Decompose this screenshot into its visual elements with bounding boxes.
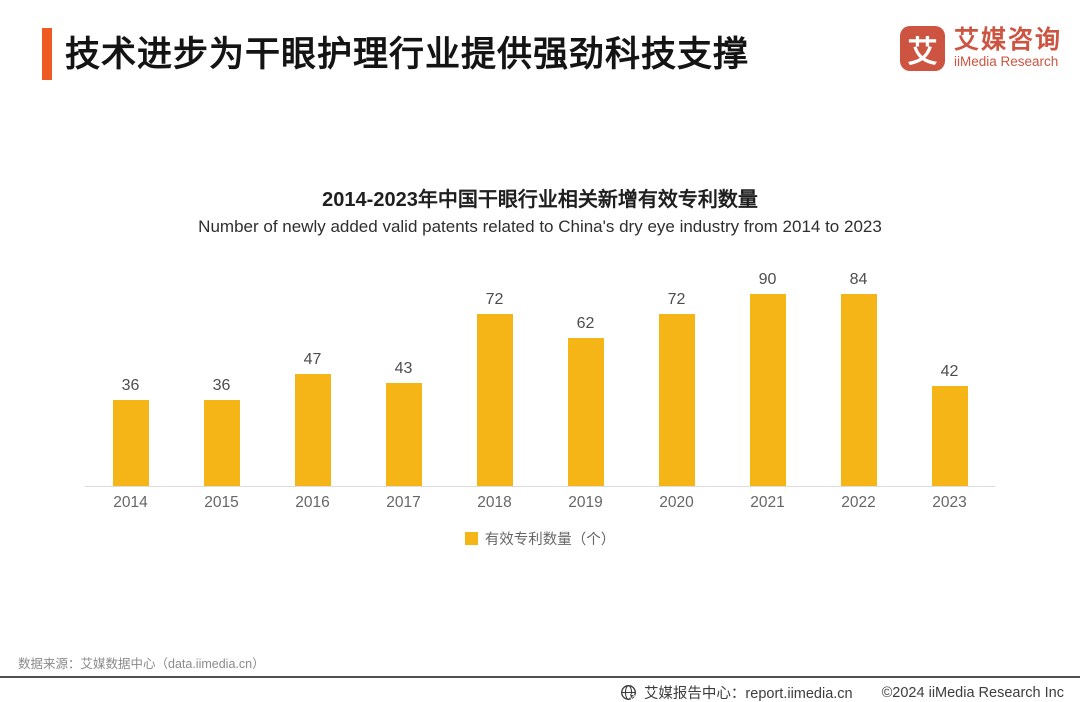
plot-area: 36 36 47 43 72 62 72 90 84 42 [85, 271, 995, 487]
bar [567, 337, 604, 486]
bar-group: 36 [85, 271, 176, 486]
bar [931, 385, 968, 486]
bar [749, 294, 786, 486]
copyright-text: ©2024 iiMedia Research Inc [881, 684, 1064, 701]
bar-group: 43 [358, 271, 449, 486]
bar-group: 47 [267, 271, 358, 486]
bar-value-label: 43 [394, 360, 413, 378]
bar [294, 373, 331, 486]
footer-divider [0, 676, 1080, 678]
bar-group: 36 [176, 271, 267, 486]
legend-marker-icon [464, 532, 478, 545]
chart-title: 2014-2023年中国干眼行业相关新增有效专利数量 [322, 189, 758, 211]
bar [203, 400, 240, 486]
logo-brand-en: iiMedia Research [953, 53, 1059, 69]
bar-group: 72 [449, 271, 540, 486]
chart-legend: 有效专利数量（个） [0, 528, 1080, 549]
bar [385, 383, 422, 486]
bar-group: 62 [540, 271, 631, 486]
bar-group: 90 [722, 271, 813, 486]
logo-brand-cn: 艾媒咨询 [953, 26, 1062, 55]
bar [476, 314, 513, 486]
x-axis-label: 2023 [932, 494, 967, 511]
globe-icon [620, 684, 637, 701]
x-axis-label: 2015 [204, 494, 239, 511]
chart-subtitle: Number of newly added valid patents rela… [198, 217, 882, 236]
page-title: 技术进步为干眼护理行业提供强劲科技支撑 [65, 35, 750, 74]
bar-value-label: 47 [303, 350, 322, 368]
iimedia-logo-icon: 艾 [899, 26, 945, 71]
bar [658, 314, 695, 486]
x-axis: 2014 2015 2016 2017 2018 2019 2020 2021 2022 2023 [85, 494, 995, 512]
title-accent-bar [42, 28, 52, 80]
x-axis-label: 2018 [477, 494, 512, 511]
bar [840, 294, 877, 486]
x-axis-label: 2020 [659, 494, 694, 511]
x-axis-label: 2016 [295, 494, 330, 511]
logo-text: 艾媒咨询 iiMedia Research [954, 27, 1062, 69]
x-axis-label: 2014 [113, 494, 148, 511]
iimedia-logo: 艾 艾媒咨询 iiMedia Research [899, 26, 1062, 71]
report-center-link: 艾媒报告中心：report.iimedia.cn [643, 686, 853, 702]
bar-value-label: 62 [576, 314, 595, 332]
footer-bar: 艾媒报告中心：report.iimedia.cn ©2024 iiMedia R… [620, 682, 1064, 702]
bar-value-label: 72 [667, 291, 686, 308]
bar-value-label: 84 [849, 271, 868, 288]
x-axis-label: 2022 [841, 494, 876, 511]
bar-value-label: 72 [485, 291, 504, 308]
bar-group: 72 [631, 271, 722, 486]
x-axis-label: 2017 [386, 494, 421, 511]
x-axis-label: 2019 [568, 494, 603, 511]
bar-value-label: 90 [758, 271, 777, 288]
bar-value-label: 42 [940, 362, 959, 380]
legend-label: 有效专利数量（个） [484, 532, 616, 548]
bar-group: 84 [813, 271, 904, 486]
x-axis-label: 2021 [750, 494, 785, 511]
bar-group: 42 [904, 271, 995, 486]
bar-value-label: 36 [121, 377, 140, 394]
data-source-note: 数据来源：艾媒数据中心（data.iimedia.cn） [18, 657, 265, 671]
bar-value-label: 36 [212, 377, 231, 394]
bar [112, 400, 149, 486]
